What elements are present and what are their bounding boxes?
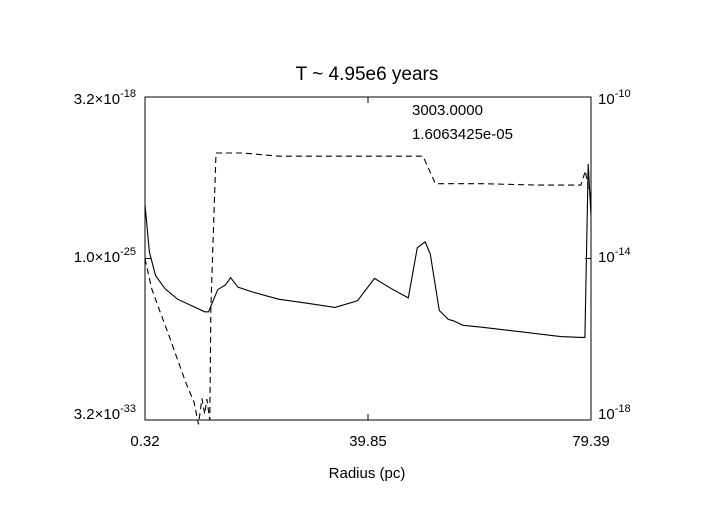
y-left-tick-label-bottom: 3.2×10-33 (74, 403, 136, 423)
x-tick-label-left: 0.32 (130, 433, 159, 450)
y-left-tick-label-mid: 1.0×10-25 (74, 246, 136, 266)
y-right-tick-label-top: 10-10 (598, 88, 631, 108)
plot-frame (144, 96, 592, 421)
y-left-tick-label-top: 3.2×10-18 (74, 88, 136, 108)
axis-ticks (144, 96, 592, 421)
x-axis-label: Radius (pc) (329, 465, 406, 482)
series-line-dashed (144, 152, 592, 425)
x-tick-label-right: 79.39 (572, 433, 610, 450)
series-group (144, 152, 592, 425)
y-right-tick-label-bottom: 10-18 (598, 403, 631, 423)
chart-title: T ~ 4.95e6 years (296, 64, 439, 85)
annotation-1: 3003.0000 (412, 102, 483, 119)
y-right-tick-label-mid: 10-14 (598, 246, 631, 266)
series-line-solid (144, 163, 592, 338)
annotation-2: 1.6063425e-05 (412, 126, 513, 143)
x-tick-label-mid: 39.85 (349, 433, 387, 450)
